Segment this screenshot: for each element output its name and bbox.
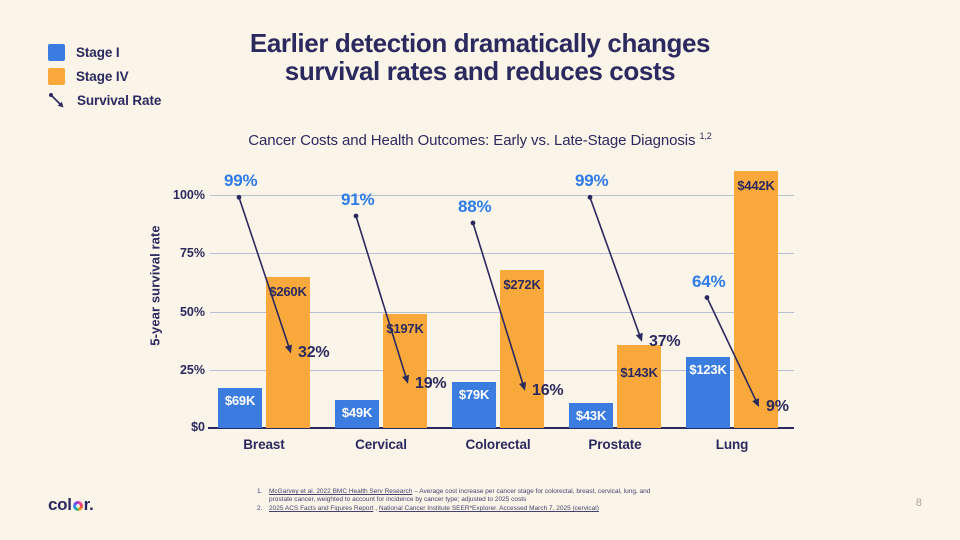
bar-stage-iv-colorectal: $272K <box>500 269 544 428</box>
legend-label: Stage IV <box>76 69 129 84</box>
late-survival-label-prostate: 37% <box>649 332 681 350</box>
early-survival-label-colorectal: 88% <box>458 196 492 216</box>
cost-label-stage-i-lung: $123K <box>689 361 727 377</box>
category-label-cervical: Cervical <box>355 437 407 452</box>
y-axis-title: 5-year survival rate <box>147 225 163 346</box>
cost-label-stage-iv-colorectal: $272K <box>503 276 541 292</box>
category-label-breast: Breast <box>243 437 285 452</box>
legend-item-survival-rate: Survival Rate <box>48 92 161 109</box>
footnote-1: 1. McGarvey et al. 2022 BMC Health Serv … <box>257 488 651 503</box>
y-tick-label: 50% <box>179 304 205 319</box>
cost-label-stage-i-breast: $69K <box>224 392 256 408</box>
bar-stage-i-colorectal: $79K <box>452 382 496 428</box>
legend-label: Stage I <box>76 45 120 60</box>
gridline-75 <box>210 253 794 255</box>
category-label-prostate: Prostate <box>588 437 642 452</box>
cost-label-stage-iv-cervical: $197K <box>386 320 424 336</box>
survival-arrowhead-prostate <box>635 332 643 342</box>
y-tick-label: 75% <box>179 246 205 261</box>
cost-label-stage-i-cervical: $49K <box>341 404 373 420</box>
y-tick-label: 25% <box>179 362 205 377</box>
late-survival-label-lung: 9% <box>766 398 789 416</box>
y-tick-label: 100% <box>173 188 205 202</box>
bar-stage-iv-lung: $442K <box>734 171 778 428</box>
survival-rate-arrow-icon <box>49 92 64 107</box>
late-survival-label-cervical: 19% <box>415 374 447 392</box>
chart-plot-area: 100% 75% 50% 25% $0 $69K $260K Breast $49K $197K C… <box>173 165 794 452</box>
bar-stage-iv-prostate: $143K <box>617 344 661 428</box>
legend-item-stage4: Stage IV <box>48 68 161 85</box>
bar-stage-i-prostate: $43K <box>569 403 613 428</box>
arrow-start-dot-lung <box>704 295 710 300</box>
cost-label-stage-iv-lung: $442K <box>737 178 775 193</box>
early-survival-label-breast: 99% <box>224 171 258 191</box>
bar-stage-i-breast: $69K <box>218 387 262 428</box>
x-axis-line <box>208 427 794 429</box>
survival-arrow-line-prostate <box>589 197 641 336</box>
footnote-2-link[interactable]: 2025 ACS Facts and Figures Report <box>269 505 374 512</box>
cost-label-stage-i-colorectal: $79K <box>458 387 490 403</box>
category-label-lung: Lung <box>715 437 749 452</box>
slide-title-line1: Earlier detection dramatically changes <box>249 28 711 58</box>
early-survival-label-prostate: 99% <box>575 171 609 191</box>
bar-stage-iv-cervical: $197K <box>383 313 427 428</box>
color-logo: col r. <box>48 495 94 514</box>
stage4-swatch-icon <box>48 68 65 85</box>
slide-title: Earlier detection dramatically changes s… <box>0 29 960 85</box>
late-survival-label-breast: 32% <box>298 344 330 362</box>
arrow-start-dot-colorectal <box>470 220 476 226</box>
late-survival-label-colorectal: 16% <box>532 381 564 399</box>
footnotes: 1. McGarvey et al. 2022 BMC Health Serv … <box>257 488 657 514</box>
early-survival-label-cervical: 91% <box>341 189 375 209</box>
footnote-2: 2. 2025 ACS Facts and Figures Report , N… <box>257 505 599 512</box>
arrow-start-dot-cervical <box>353 213 359 219</box>
cost-label-stage-iv-prostate: $143K <box>620 364 658 380</box>
logo-gradient-o-icon <box>72 501 83 511</box>
stage1-swatch-icon <box>48 44 65 61</box>
gridline-100 <box>210 195 794 196</box>
early-survival-label-lung: 64% <box>692 271 726 291</box>
category-label-colorectal: Colorectal <box>465 437 531 452</box>
legend-label: Survival Rate <box>77 93 162 108</box>
page-number: 8 <box>915 497 922 509</box>
bar-stage-i-lung: $123K <box>686 356 730 428</box>
chart-title-superscript: 1,2 <box>699 131 712 141</box>
bar-stage-i-cervical: $49K <box>335 399 379 428</box>
slide-title-line2: survival rates and reduces costs <box>284 56 676 86</box>
legend-item-stage1: Stage I <box>48 44 161 61</box>
footnote-1-link[interactable]: McGarvey et al. 2022 BMC Health Serv Res… <box>269 488 413 495</box>
cost-label-stage-iv-breast: $260K <box>269 283 307 299</box>
cost-label-stage-i-prostate: $43K <box>575 408 607 423</box>
chart-title: Cancer Costs and Health Outcomes: Early … <box>248 131 712 149</box>
legend: Stage I Stage IV Survival Rate <box>48 44 161 109</box>
footnote-2-link2[interactable]: National Cancer Institute SEER*Explorer.… <box>378 505 599 512</box>
y-tick-label: $0 <box>191 420 205 434</box>
